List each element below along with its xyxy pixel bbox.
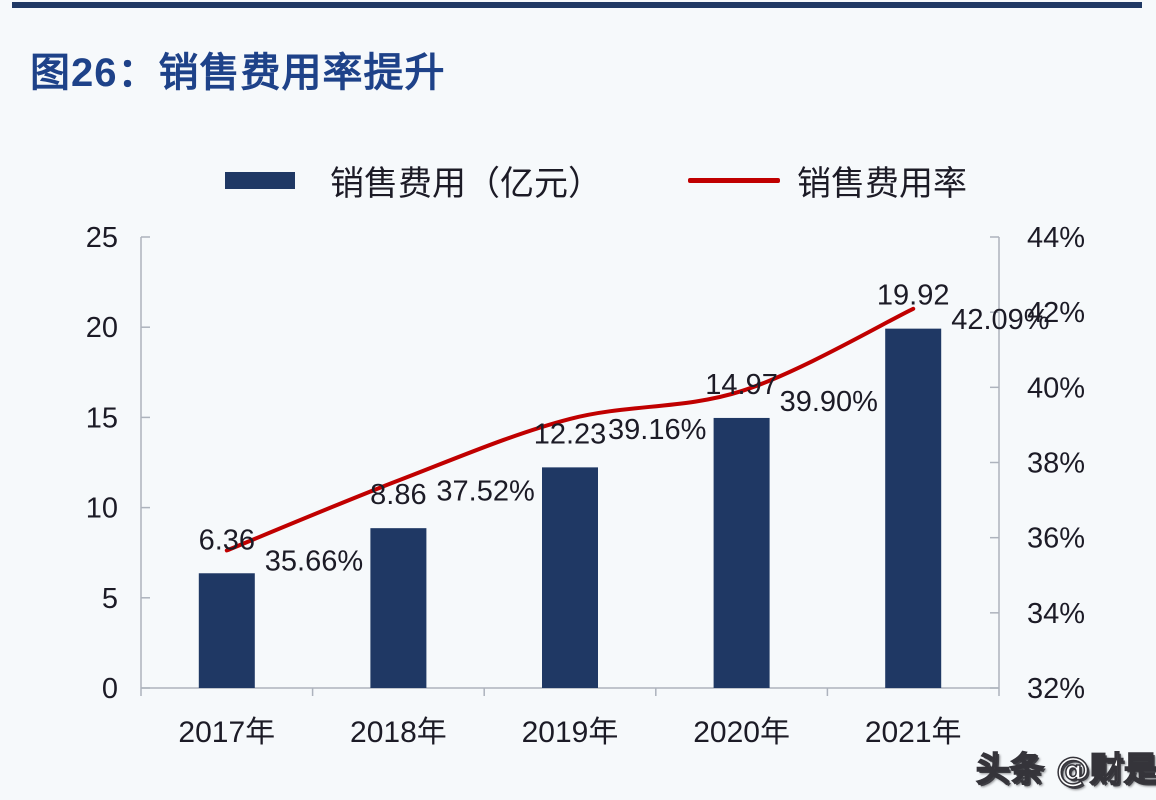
bar-data-label: 19.92 <box>877 280 950 312</box>
left-axis-tick-label: 10 <box>86 493 118 525</box>
chart-legend: 销售费用（亿元） 销售费用率 <box>0 158 1156 204</box>
left-axis-tick-label: 20 <box>86 312 118 344</box>
bar-2019年 <box>542 467 598 688</box>
right-axis-tick-label: 38% <box>1027 448 1085 480</box>
line-data-label: 42.09% <box>951 304 1049 336</box>
expense-ratio-line <box>224 306 916 553</box>
legend-item-sales-expense: 销售费用（亿元） <box>225 158 602 204</box>
legend-label-sales-expense: 销售费用（亿元） <box>330 163 602 204</box>
line-swatch-icon <box>688 177 780 183</box>
right-axis-tick-label: 42% <box>1027 297 1085 329</box>
bar-2018年 <box>370 528 427 688</box>
right-axis-tick-label: 40% <box>1027 372 1085 404</box>
right-axis-tick-label: 36% <box>1027 523 1085 555</box>
watermark: 头条 @财是 <box>975 749 1156 791</box>
category-label: 2020年 <box>693 716 790 749</box>
bar-2021年 <box>885 328 942 688</box>
bar-2020年 <box>713 417 770 688</box>
right-axis-tick-label: 34% <box>1027 598 1085 630</box>
category-label: 2017年 <box>178 716 275 749</box>
category-label: 2021年 <box>865 716 962 749</box>
legend-label-expense-ratio: 销售费用率 <box>797 163 967 204</box>
bar-data-label: 8.86 <box>370 479 426 511</box>
left-axis-tick-label: 5 <box>102 583 118 615</box>
left-axis-tick-label: 0 <box>102 673 118 705</box>
figure-title: 图26：销售费用率提升 <box>30 51 446 95</box>
legend-item-expense-ratio: 销售费用率 <box>688 158 967 204</box>
bar-swatch-icon <box>225 171 295 189</box>
left-axis-tick-label: 15 <box>86 402 118 434</box>
line-data-label: 35.66% <box>265 545 363 577</box>
bar-data-label: 6.36 <box>199 524 255 556</box>
bar-data-label: 14.97 <box>705 369 778 401</box>
top-divider <box>12 2 1142 8</box>
category-label: 2018年 <box>350 716 447 749</box>
left-axis-tick-label: 25 <box>86 222 118 254</box>
bar-data-label: 12.23 <box>534 418 607 450</box>
line-data-label: 37.52% <box>436 476 534 508</box>
category-label: 2019年 <box>522 716 619 749</box>
right-axis-tick-label: 44% <box>1027 222 1085 254</box>
line-data-label: 39.16% <box>608 414 706 446</box>
right-axis-tick-label: 32% <box>1027 673 1085 705</box>
bar-2017年 <box>198 573 255 688</box>
line-data-label: 39.90% <box>780 386 878 418</box>
